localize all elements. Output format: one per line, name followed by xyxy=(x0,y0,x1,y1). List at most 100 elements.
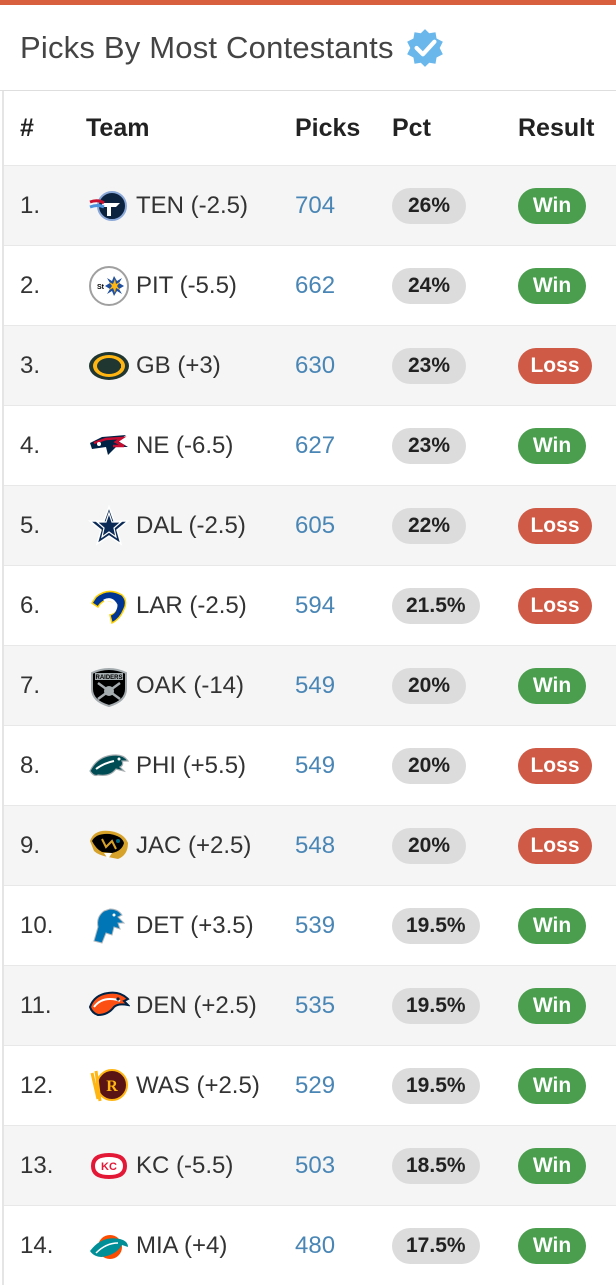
picks-link[interactable]: 627 xyxy=(295,431,336,459)
table-row: 3. GB (+3) 630 23% Loss xyxy=(4,325,616,405)
pct-badge: 20% xyxy=(392,828,466,864)
team-cell: DET (+3.5) xyxy=(136,911,254,939)
team-cell: DEN (+2.5) xyxy=(136,991,257,1019)
result-badge: Win xyxy=(518,668,586,704)
pct-badge: 20% xyxy=(392,748,466,784)
page-title: Picks By Most Contestants xyxy=(20,29,394,65)
picks-table: # Team Picks Pct Result 1. TEN (-2.5) 704 2… xyxy=(2,91,616,1285)
result-badge: Win xyxy=(518,1068,586,1104)
pct-badge: 26% xyxy=(392,188,466,224)
pct-badge: 23% xyxy=(392,428,466,464)
picks-link[interactable]: 549 xyxy=(295,671,336,699)
team-cell: NE (-6.5) xyxy=(136,431,234,459)
eagles-logo xyxy=(89,754,130,777)
accent-bar xyxy=(0,0,616,5)
result-badge: Win xyxy=(518,1228,586,1264)
header-pct[interactable]: Pct xyxy=(392,113,431,142)
table-row: 14. MIA (+4) 480 17.5% Win xyxy=(4,1205,616,1285)
rank-cell: 4. xyxy=(20,431,41,459)
picks-link[interactable]: 704 xyxy=(295,191,336,219)
team-cell: JAC (+2.5) xyxy=(136,831,252,859)
result-badge: Loss xyxy=(518,588,592,624)
pct-badge: 24% xyxy=(392,268,466,304)
broncos-logo xyxy=(88,991,130,1017)
picks-link[interactable]: 549 xyxy=(295,751,336,779)
table-row: 8. PHI (+5.5) 549 20% Loss xyxy=(4,725,616,805)
rank-cell: 13. xyxy=(20,1151,54,1179)
rank-cell: 9. xyxy=(20,831,41,859)
packers-logo xyxy=(89,352,129,380)
result-badge: Win xyxy=(518,188,586,224)
rank-cell: 11. xyxy=(20,991,52,1019)
team-cell: PHI (+5.5) xyxy=(136,751,247,779)
result-badge: Loss xyxy=(518,348,592,384)
picks-link[interactable]: 503 xyxy=(295,1151,336,1179)
rank-cell: 6. xyxy=(20,591,41,619)
picks-link[interactable]: 529 xyxy=(295,1071,336,1099)
table-row: 7. RAIDERS OAK (-14) 549 20% Win xyxy=(4,645,616,725)
pct-badge: 19.5% xyxy=(392,988,480,1024)
team-cell: WAS (+2.5) xyxy=(136,1071,260,1099)
pct-badge: 19.5% xyxy=(392,908,480,944)
patriots-logo xyxy=(90,435,128,455)
result-badge: Loss xyxy=(518,748,592,784)
table-row: 6. LAR (-2.5) 594 21.5% Loss xyxy=(4,565,616,645)
rams-logo xyxy=(90,590,127,625)
table-row: 11. DEN (+2.5) 535 19.5% Win xyxy=(4,965,616,1045)
result-badge: Loss xyxy=(518,508,592,544)
header-team[interactable]: Team xyxy=(86,113,150,142)
verified-check-icon xyxy=(406,28,443,67)
header-result[interactable]: Result xyxy=(518,113,595,142)
rank-cell: 2. xyxy=(20,271,41,299)
team-cell: MIA (+4) xyxy=(136,1231,228,1259)
dolphins-logo xyxy=(90,1235,128,1259)
result-badge: Win xyxy=(518,428,586,464)
svg-text:St: St xyxy=(97,284,105,291)
jaguars-logo xyxy=(90,830,128,859)
result-badge: Loss xyxy=(518,828,592,864)
table-row: 13. KC KC (-5.5) 503 18.5% Win xyxy=(4,1125,616,1205)
table-row: 1. TEN (-2.5) 704 26% Win xyxy=(4,165,616,245)
rank-cell: 5. xyxy=(20,511,41,539)
cowboys-logo xyxy=(88,505,130,546)
svg-text:R: R xyxy=(106,1078,118,1095)
picks-link[interactable]: 539 xyxy=(295,911,336,939)
table-row: 10. DET (+3.5) 539 19.5% Win xyxy=(4,885,616,965)
team-cell: KC (-5.5) xyxy=(136,1151,234,1179)
team-cell: PIT (-5.5) xyxy=(136,271,237,299)
page-header: Picks By Most Contestants xyxy=(0,5,616,91)
picks-link[interactable]: 630 xyxy=(295,351,336,379)
rank-cell: 14. xyxy=(20,1231,54,1259)
picks-link[interactable]: 480 xyxy=(295,1231,336,1259)
rank-cell: 3. xyxy=(20,351,41,379)
header-rank[interactable]: # xyxy=(20,113,34,142)
pct-badge: 20% xyxy=(392,668,466,704)
rank-cell: 1. xyxy=(20,191,41,219)
picks-link[interactable]: 548 xyxy=(295,831,336,859)
pct-badge: 18.5% xyxy=(392,1148,480,1184)
team-cell: TEN (-2.5) xyxy=(136,191,249,219)
table-row: 9. JAC (+2.5) 548 20% Loss xyxy=(4,805,616,885)
raiders-logo: RAIDERS xyxy=(91,668,127,707)
team-cell: GB (+3) xyxy=(136,351,221,379)
result-badge: Win xyxy=(518,908,586,944)
picks-link[interactable]: 605 xyxy=(295,511,336,539)
pct-badge: 21.5% xyxy=(392,588,480,624)
pct-badge: 17.5% xyxy=(392,1228,480,1264)
header-picks[interactable]: Picks xyxy=(295,113,361,142)
table-row: 2. St PIT (-5.5) 662 24% Win xyxy=(4,245,616,325)
redskins-logo: R xyxy=(90,1069,128,1102)
rank-cell: 12. xyxy=(20,1071,54,1099)
picks-link[interactable]: 662 xyxy=(295,271,336,299)
team-cell: LAR (-2.5) xyxy=(136,591,247,619)
result-badge: Win xyxy=(518,1148,586,1184)
pct-badge: 23% xyxy=(392,348,466,384)
result-badge: Win xyxy=(518,988,586,1024)
picks-link[interactable]: 535 xyxy=(295,991,336,1019)
table-header: # Team Picks Pct Result xyxy=(4,91,616,165)
pct-badge: 19.5% xyxy=(392,1068,480,1104)
pct-badge: 22% xyxy=(392,508,466,544)
rank-cell: 7. xyxy=(20,671,41,699)
chiefs-logo: KC xyxy=(91,1153,127,1179)
picks-link[interactable]: 594 xyxy=(295,591,336,619)
